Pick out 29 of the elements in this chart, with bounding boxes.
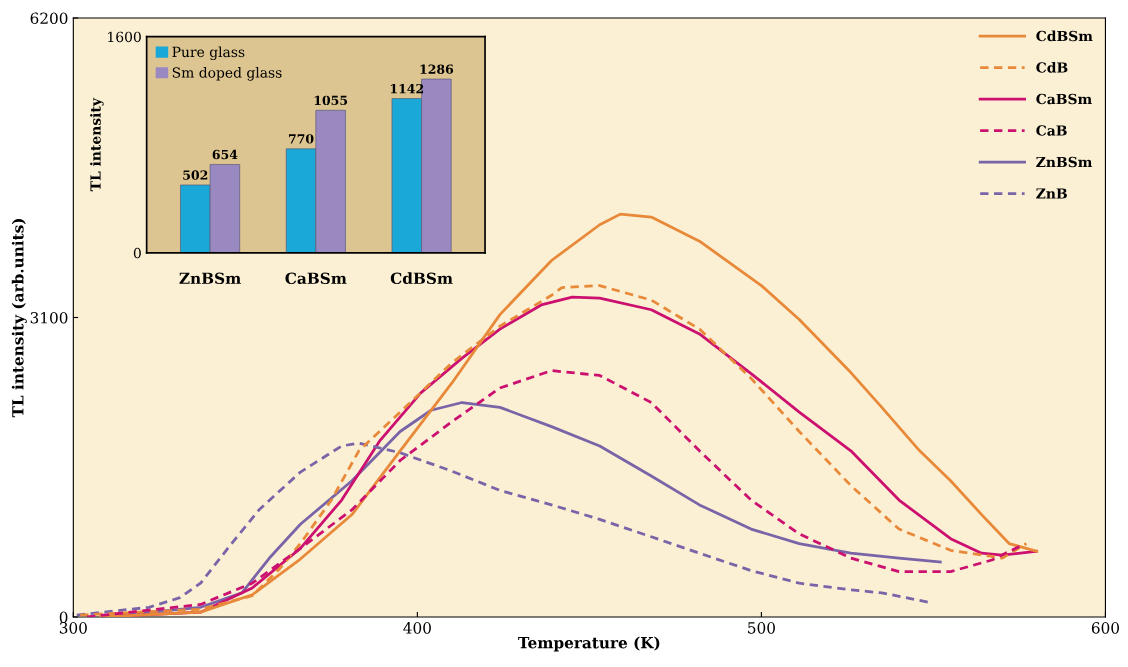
x-tick-label: 300 <box>59 622 87 634</box>
legend-label: ZnBSm <box>1036 156 1093 168</box>
x-tick-label: 400 <box>403 622 431 634</box>
x-tick-label: ZnBSm <box>179 272 241 285</box>
data-label: 1286 <box>420 64 454 74</box>
y-tick-label: 6200 <box>30 12 68 25</box>
legend-label: CaB <box>1036 125 1067 136</box>
data-label: 502 <box>183 170 208 180</box>
legend-label: CdB <box>1036 62 1068 73</box>
data-label: 654 <box>212 149 238 160</box>
data-label: 1055 <box>314 95 348 106</box>
y-tick-label: 0 <box>59 611 68 623</box>
x-tick-label: 600 <box>1091 622 1120 634</box>
legend-label: Pure glass <box>172 46 245 61</box>
data-label: 770 <box>288 134 314 144</box>
y-axis-title: TL intensity (arb.units) <box>11 218 27 418</box>
legend-label: Sm doped glass <box>172 66 282 81</box>
x-tick-label: 500 <box>748 622 775 634</box>
legend-label: ZnB <box>1036 188 1067 199</box>
legend-label: CaBSm <box>1036 93 1092 105</box>
y-axis-title: TL intensity <box>90 97 104 192</box>
y-tick-label: 0 <box>133 247 141 259</box>
x-tick-label: CdBSm <box>390 272 453 285</box>
data-label: 1142 <box>390 83 424 94</box>
y-tick-label: 3100 <box>30 311 68 324</box>
x-axis-title: Temperature (K) <box>518 636 660 652</box>
legend-label: CdBSm <box>1036 30 1093 42</box>
y-tick-label: 1600 <box>108 31 141 43</box>
x-tick-label: CaBSm <box>285 272 347 285</box>
